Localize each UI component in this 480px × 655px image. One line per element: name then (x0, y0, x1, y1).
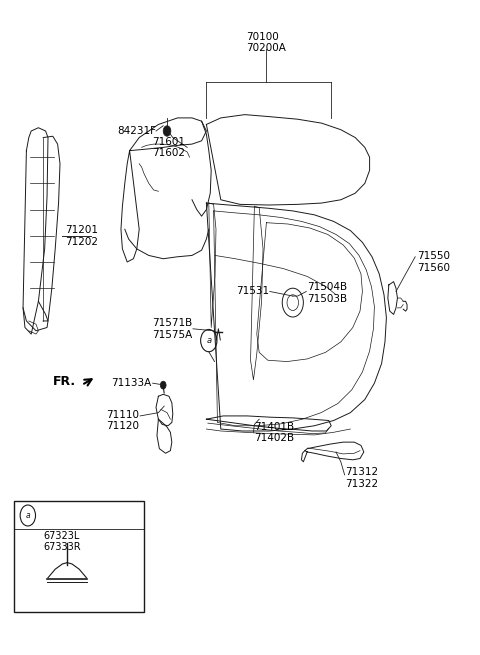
Text: 71312
71322: 71312 71322 (346, 468, 379, 489)
Text: 71504B
71503B: 71504B 71503B (307, 282, 348, 303)
Text: 71571B
71575A: 71571B 71575A (152, 318, 192, 339)
Text: 70100
70200A: 70100 70200A (246, 32, 287, 53)
Text: FR.: FR. (53, 375, 76, 388)
Text: 71110
71120: 71110 71120 (106, 410, 139, 431)
Circle shape (160, 381, 166, 389)
Text: 71601
71602: 71601 71602 (152, 137, 185, 158)
Text: 71401B
71402B: 71401B 71402B (254, 422, 295, 443)
Text: 71201
71202: 71201 71202 (65, 225, 98, 246)
Text: 71550
71560: 71550 71560 (418, 252, 451, 272)
Bar (14, 501, 144, 612)
Text: a: a (206, 336, 211, 345)
Text: 67323L
67333R: 67323L 67333R (43, 531, 81, 552)
Text: 84231F: 84231F (117, 126, 156, 136)
Circle shape (163, 126, 171, 136)
Text: 71133A: 71133A (111, 378, 151, 388)
Text: a: a (25, 511, 30, 520)
Text: 67323L
67333R: 67323L 67333R (55, 574, 96, 595)
Text: 71531: 71531 (236, 286, 269, 297)
